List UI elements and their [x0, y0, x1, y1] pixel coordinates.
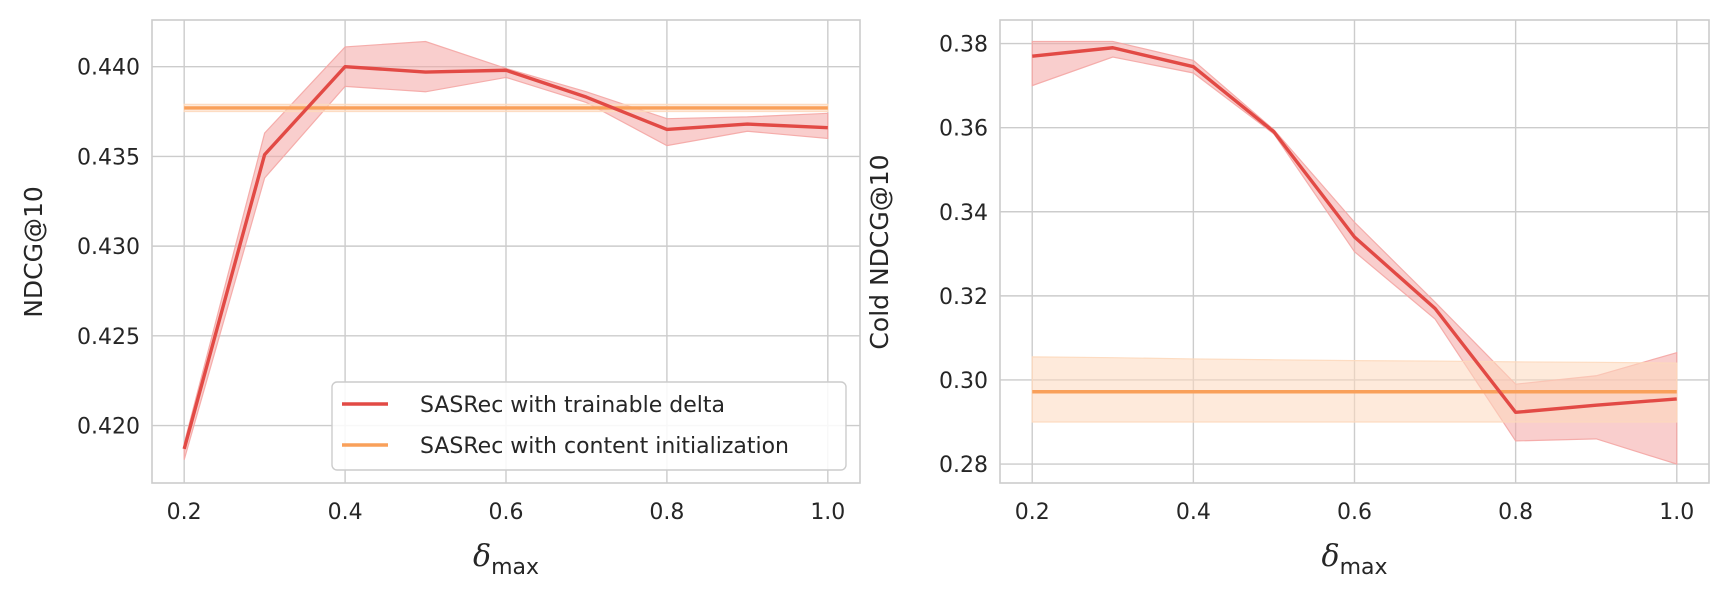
legend-box	[331, 381, 847, 471]
trainable-delta-series-line	[182, 64, 828, 450]
y-tick-label: 0.28	[939, 453, 988, 478]
y-tick-label: 0.38	[939, 33, 988, 58]
y-tick-label: 0.420	[77, 415, 140, 440]
left-chart-ndcg: 0.2 0.4 0.6 0.8 1.0 0.420 0.425 0.430 0.435 0.440…	[19, 19, 861, 580]
x-tick-label: 0.4	[1176, 500, 1211, 525]
y-tick-label: 0.425	[77, 325, 140, 350]
legend: SASRec with trainable delta SASRec with c…	[331, 381, 847, 471]
x-tick-label: 0.6	[489, 500, 524, 525]
plot-frame	[151, 19, 861, 484]
right-chart-cold-ndcg: 0.2 0.4 0.6 0.8 1.0 0.28 0.30 0.32 0.34 0.36 0.38 δ…	[865, 19, 1710, 580]
content-init-confidence-band	[1031, 356, 1678, 423]
x-tick-label: 1.0	[1659, 500, 1694, 525]
y-axis-label: Cold NDCG@10	[865, 154, 894, 349]
legend-label-trainable-delta: SASRec with trainable delta	[420, 393, 725, 418]
x-axis-label: δmax	[473, 539, 539, 580]
x-tick-label: 0.2	[1015, 500, 1050, 525]
x-tick-label: 0.8	[1498, 500, 1533, 525]
trainable-delta-confidence-band	[183, 40, 829, 460]
y-tick-label: 0.435	[77, 145, 140, 170]
x-tick-label: 0.8	[649, 500, 684, 525]
trainable-delta-series-line	[1032, 46, 1677, 415]
x-tick-label: 0.4	[328, 500, 363, 525]
y-tick-label: 0.32	[939, 285, 988, 310]
x-tick-label: 0.6	[1337, 500, 1372, 525]
y-tick-label: 0.30	[939, 369, 988, 394]
x-axis-label: δmax	[1322, 539, 1388, 580]
y-tick-label: 0.34	[939, 201, 988, 226]
y-axis-label: NDCG@10	[19, 186, 48, 318]
y-tick-label: 0.430	[77, 235, 140, 260]
x-tick-label: 0.2	[167, 500, 202, 525]
y-tick-label: 0.440	[77, 56, 140, 81]
x-tick-label: 1.0	[810, 500, 845, 525]
y-tick-label: 0.36	[939, 117, 988, 142]
plot-frame	[999, 19, 1710, 484]
legend-label-content-init: SASRec with content initialization	[420, 434, 789, 459]
